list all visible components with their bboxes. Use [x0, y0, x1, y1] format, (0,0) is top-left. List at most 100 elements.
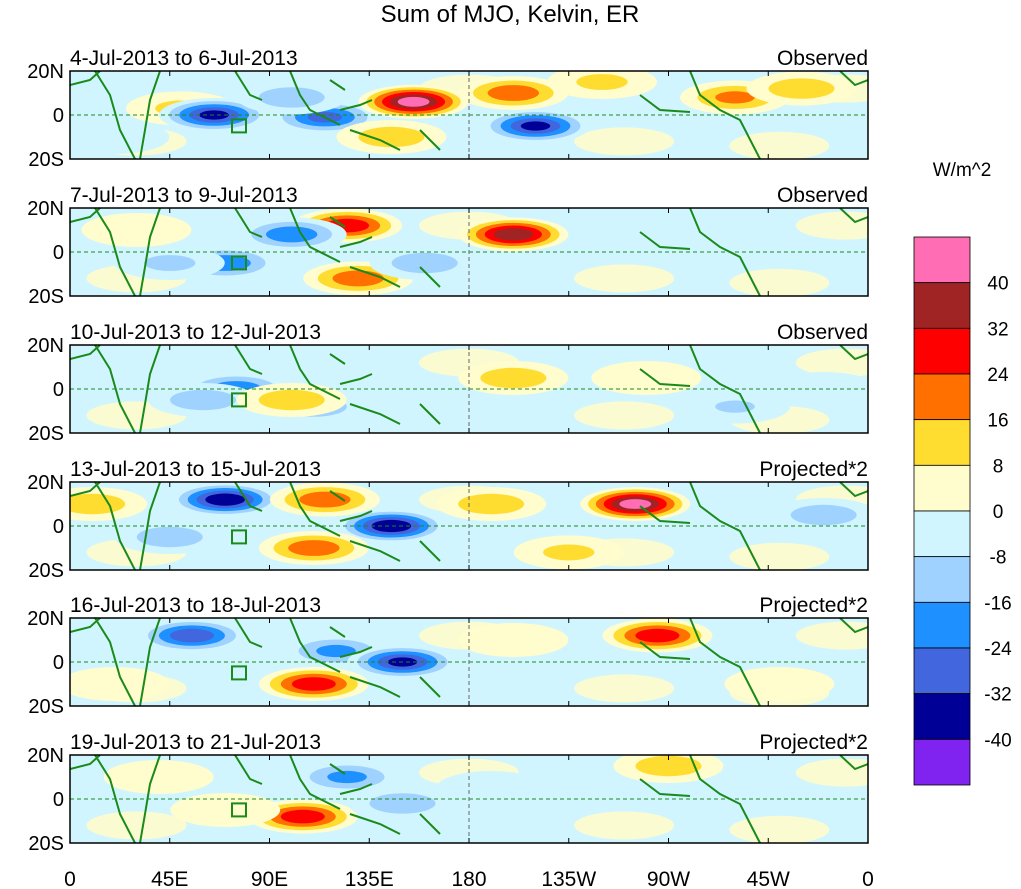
region-box: [231, 255, 247, 271]
x-tick-label: 45E: [151, 868, 188, 889]
panel-period: 19-Jul-2013 to 21-Jul-2013: [70, 731, 321, 754]
anomaly-contour: [458, 493, 525, 515]
y-tick-label: 0: [53, 516, 64, 538]
region-box: [231, 802, 247, 818]
panel-period: 7-Jul-2013 to 9-Jul-2013: [70, 184, 298, 207]
colorbar-tick-label: 40: [987, 274, 1008, 295]
anomaly-contour: [103, 760, 214, 794]
chart-title: Sum of MJO, Kelvin, ER: [381, 1, 640, 28]
anomaly-contour: [136, 526, 203, 548]
colorbar-swatch: [913, 373, 971, 421]
panel-period: 16-Jul-2013 to 18-Jul-2013: [70, 594, 321, 617]
anomaly-field: [70, 71, 868, 159]
anomaly-contour: [487, 85, 539, 101]
y-tick-label: 0: [53, 105, 64, 127]
colorbar-tick-label: 0: [993, 502, 1004, 523]
anomaly-contour: [332, 270, 384, 287]
y-tick-label: 20N: [27, 198, 64, 220]
anomaly-contour: [288, 540, 340, 556]
map-panel: 19-Jul-2013 to 21-Jul-2013 Projected*2 20N…: [27, 731, 869, 855]
colorbar-unit: W/m^2: [933, 160, 992, 181]
y-tick-label: 20N: [27, 61, 64, 83]
map-panel: 16-Jul-2013 to 18-Jul-2013 Projected*2 20N…: [27, 594, 869, 718]
anomaly-contour: [635, 628, 680, 643]
panel-label: Observed: [777, 47, 868, 70]
anomaly-contour: [280, 809, 325, 824]
anomaly-contour: [635, 755, 702, 777]
region-box: [231, 118, 247, 134]
y-tick-label: 0: [53, 789, 64, 811]
panel-label: Observed: [777, 321, 868, 344]
anomaly-contour: [543, 544, 595, 561]
anomaly-contour: [768, 372, 868, 406]
colorbar-tick-label: 8: [993, 456, 1004, 477]
colorbar-swatch: [913, 282, 971, 329]
map-panel: 4-Jul-2013 to 6-Jul-2013 Observed 20N 0 20S: [27, 47, 869, 171]
anomaly-contour: [391, 252, 458, 274]
x-tick-label: 0: [64, 868, 76, 889]
anomaly-contour: [258, 87, 325, 108]
anomaly-contour: [715, 91, 755, 104]
x-tick-label: 135W: [541, 868, 596, 889]
anomaly-contour: [316, 644, 356, 658]
y-tick-label: 0: [53, 652, 64, 674]
anomaly-contour: [70, 667, 170, 701]
anomaly-contour: [170, 389, 236, 411]
x-axis-ticks: 0 45E 90E 135E 180 135W 90W 45W 0: [64, 868, 874, 889]
x-tick-label: 90W: [647, 868, 690, 889]
x-tick-label: 135E: [345, 868, 394, 889]
colorbar-tick-label: -8: [990, 548, 1007, 569]
anomaly-contour: [169, 628, 214, 643]
y-tick-label: 20N: [27, 472, 64, 494]
y-tick-label: 20N: [27, 745, 64, 767]
colorbar-swatch: [913, 464, 971, 512]
anomaly-contour: [371, 519, 412, 533]
anomaly-contour: [70, 120, 170, 154]
anomaly-contour: [458, 623, 569, 657]
colorbar-tick-label: -24: [984, 639, 1012, 660]
anomaly-field: [70, 482, 868, 570]
anomaly-contour: [619, 499, 652, 509]
y-tick-label: 20S: [28, 286, 64, 308]
x-tick-label: 0: [862, 868, 874, 889]
anomaly-contour: [493, 228, 534, 241]
colorbar: W/m^2 40 32 24 16 8 0 -8 -16 -24 -32 -40: [913, 160, 1012, 786]
panel-label: Projected*2: [759, 594, 868, 617]
anomaly-contour: [591, 361, 702, 395]
x-tick-label: 90E: [251, 868, 288, 889]
anomaly-contour: [680, 224, 790, 258]
panel-period: 4-Jul-2013 to 6-Jul-2013: [70, 47, 298, 70]
anomaly-contour: [199, 110, 229, 120]
anomaly-contour: [358, 126, 425, 148]
panel-label: Projected*2: [759, 458, 868, 481]
region-box: [231, 529, 247, 545]
anomaly-contour: [576, 74, 628, 90]
colorbar-swatch: [913, 510, 971, 558]
anomaly-contour: [205, 493, 245, 506]
map-panel: 13-Jul-2013 to 15-Jul-2013 Projected*2 20N…: [27, 458, 869, 582]
y-tick-label: 20S: [28, 423, 64, 445]
colorbar-tick-label: 16: [987, 411, 1008, 432]
colorbar-swatch: [913, 236, 971, 284]
y-tick-label: 20S: [28, 560, 64, 582]
colorbar-tick-label: -16: [984, 593, 1011, 614]
anomaly-field: [70, 755, 868, 843]
anomaly-contour: [480, 367, 547, 389]
colorbar-swatch: [913, 327, 971, 375]
anomaly-contour: [70, 493, 126, 515]
anomaly-contour: [436, 771, 547, 805]
map-panel: 10-Jul-2013 to 12-Jul-2013 Observed 20N 0 20…: [27, 321, 869, 445]
x-tick-label: 180: [451, 868, 486, 889]
anomaly-contour: [81, 213, 192, 247]
map-panel: 7-Jul-2013 to 9-Jul-2013 Observed 20N 0 20S: [27, 184, 869, 308]
anomaly-contour: [266, 226, 318, 243]
anomaly-contour: [397, 96, 430, 107]
anomaly-contour: [369, 793, 436, 814]
y-tick-label: 20S: [28, 696, 64, 718]
anomaly-contour: [724, 667, 835, 701]
anomaly-contour: [327, 770, 367, 784]
anomaly-contour: [768, 78, 835, 99]
panel-label: Projected*2: [759, 731, 868, 754]
region-box: [231, 392, 247, 408]
